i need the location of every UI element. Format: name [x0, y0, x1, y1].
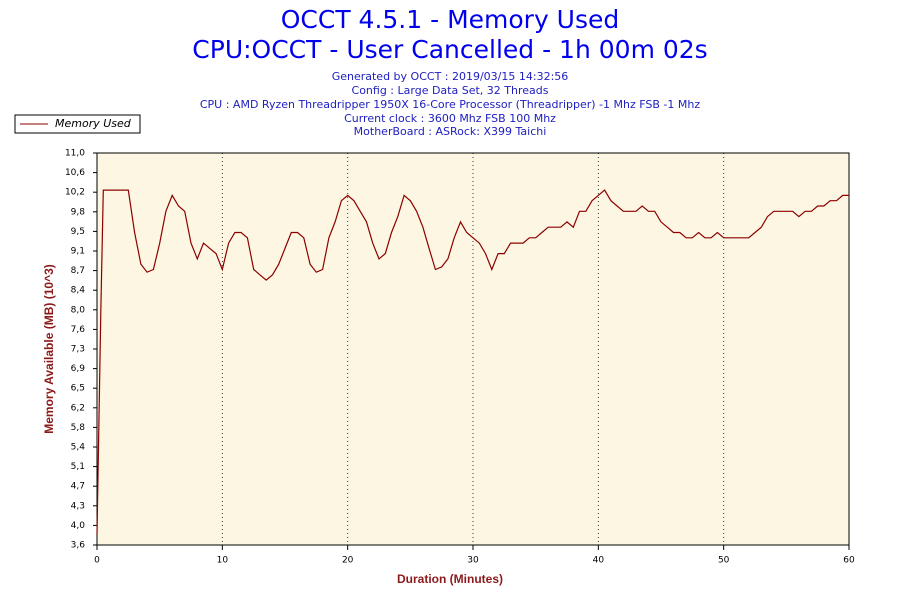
y-tick-label: 4,7	[71, 482, 85, 492]
y-tick-label: 3,6	[71, 541, 86, 551]
y-tick-label: 9,1	[71, 247, 85, 257]
x-tick-label: 10	[217, 556, 229, 566]
x-axis-label: Duration (Minutes)	[397, 572, 503, 586]
y-tick-label: 5,8	[71, 423, 86, 433]
x-tick-label: 40	[593, 556, 605, 566]
y-tick-label: 5,4	[71, 443, 86, 453]
y-tick-label: 7,6	[71, 325, 86, 335]
y-axis-label: Memory Available (MB) (10^3)	[42, 264, 56, 434]
y-tick-label: 9,8	[71, 207, 86, 217]
y-tick-label: 10,2	[65, 188, 85, 198]
y-tick-label: 6,2	[71, 403, 85, 413]
chart-title: CPU:OCCT - User Cancelled - 1h 00m 02s	[192, 35, 707, 64]
subtitle: MotherBoard : ASRock: X399 Taichi	[354, 125, 547, 138]
y-tick-label: 4,3	[71, 501, 85, 511]
data-line	[96, 189, 849, 535]
y-tick-label: 9,5	[71, 227, 85, 237]
subtitle: Config : Large Data Set, 32 Threads	[352, 84, 549, 97]
x-tick-label: 20	[342, 556, 354, 566]
y-tick-label: 6,9	[71, 364, 86, 374]
y-tick-label: 8,7	[71, 266, 85, 276]
y-tick-label: 8,0	[71, 305, 86, 315]
x-tick-label: 0	[94, 556, 100, 566]
x-tick-label: 50	[718, 556, 730, 566]
y-tick-label: 8,4	[71, 286, 86, 296]
y-tick-label: 6,5	[71, 384, 85, 394]
legend-label: Memory Used	[55, 117, 132, 130]
y-tick-label: 7,3	[71, 345, 85, 355]
subtitle: CPU : AMD Ryzen Threadripper 1950X 16-Co…	[200, 98, 700, 111]
y-tick-label: 10,6	[65, 168, 85, 178]
x-tick-label: 30	[467, 556, 479, 566]
legend-box	[14, 114, 141, 134]
x-tick-label: 60	[843, 556, 855, 566]
y-tick-label: 11,0	[65, 149, 85, 159]
subtitle: Current clock : 3600 Mhz FSB 100 Mhz	[344, 112, 556, 125]
chart-title: OCCT 4.5.1 - Memory Used	[281, 5, 620, 34]
y-tick-label: 4,0	[71, 521, 86, 531]
y-tick-label: 5,1	[71, 462, 85, 472]
subtitle: Generated by OCCT : 2019/03/15 14:32:56	[332, 70, 569, 83]
legend: Memory Used	[14, 114, 141, 134]
plot-border	[96, 152, 850, 546]
